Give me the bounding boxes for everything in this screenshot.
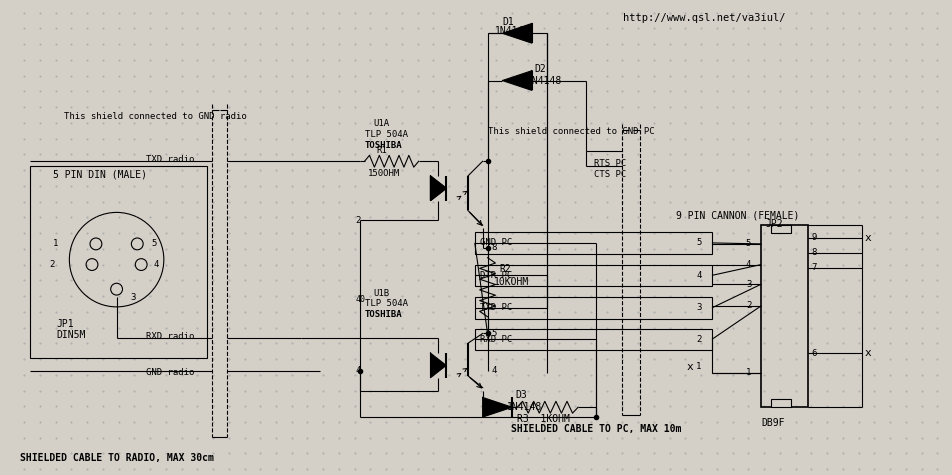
Polygon shape xyxy=(502,23,531,43)
Text: 4: 4 xyxy=(491,366,496,375)
Text: 8: 8 xyxy=(810,248,816,257)
Text: RXD radio: RXD radio xyxy=(146,332,194,341)
Text: 4: 4 xyxy=(153,260,158,269)
Text: 9: 9 xyxy=(810,234,816,243)
Bar xyxy=(474,232,711,254)
Text: TLP 504A: TLP 504A xyxy=(365,130,407,139)
Text: DB9F: DB9F xyxy=(761,418,783,428)
Polygon shape xyxy=(502,71,531,90)
Text: U1A: U1A xyxy=(373,119,389,128)
Text: TOSHIBA: TOSHIBA xyxy=(365,310,402,319)
Text: TLP 504A: TLP 504A xyxy=(365,299,407,308)
Text: 1N4148: 1N4148 xyxy=(494,26,529,37)
Text: R3  1KOHM: R3 1KOHM xyxy=(517,414,569,424)
Text: x: x xyxy=(685,362,692,372)
Bar xyxy=(30,166,207,358)
Bar xyxy=(761,225,807,407)
Text: RXD PC: RXD PC xyxy=(479,335,511,344)
Text: 10KOHM: 10KOHM xyxy=(493,277,528,287)
Polygon shape xyxy=(482,398,511,417)
Text: D2: D2 xyxy=(534,64,546,74)
Text: 4: 4 xyxy=(696,271,701,280)
Text: D1: D1 xyxy=(502,17,513,27)
Text: x: x xyxy=(863,348,870,358)
Text: RTS PC: RTS PC xyxy=(593,159,625,168)
Text: SHIELDED CABLE TO PC, MAX 10m: SHIELDED CABLE TO PC, MAX 10m xyxy=(510,424,681,434)
Text: 1N4148: 1N4148 xyxy=(526,76,562,86)
Text: JP1: JP1 xyxy=(56,319,74,329)
Text: 8: 8 xyxy=(491,243,496,252)
Text: DIN5M: DIN5M xyxy=(56,331,86,341)
Text: GND radio: GND radio xyxy=(146,368,194,377)
Text: 2: 2 xyxy=(355,216,361,225)
Text: 3: 3 xyxy=(745,280,750,289)
Text: 1N4148: 1N4148 xyxy=(506,402,542,412)
Text: TXD PC: TXD PC xyxy=(479,304,511,313)
Text: 4: 4 xyxy=(745,260,750,269)
Text: 2: 2 xyxy=(50,260,55,269)
Text: U1B: U1B xyxy=(373,289,389,298)
Text: 4: 4 xyxy=(355,366,361,375)
Text: 9 PIN CANNON (FEMALE): 9 PIN CANNON (FEMALE) xyxy=(676,210,799,220)
Polygon shape xyxy=(430,353,446,378)
Text: 1: 1 xyxy=(745,368,750,377)
Text: GND PC: GND PC xyxy=(479,238,511,247)
Text: 7: 7 xyxy=(810,263,816,272)
Text: 1: 1 xyxy=(52,239,58,248)
Text: 5: 5 xyxy=(491,329,496,338)
Text: D3: D3 xyxy=(515,390,526,400)
Bar xyxy=(770,399,790,407)
Text: TOSHIBA: TOSHIBA xyxy=(365,141,402,150)
Bar xyxy=(474,265,711,286)
Text: This shield connected to GND radio: This shield connected to GND radio xyxy=(65,113,247,122)
Text: 5: 5 xyxy=(150,239,156,248)
Text: 2: 2 xyxy=(745,302,750,310)
Text: SHIELDED CABLE TO RADIO, MAX 30cm: SHIELDED CABLE TO RADIO, MAX 30cm xyxy=(20,454,213,464)
Text: TXD radio: TXD radio xyxy=(146,155,194,164)
Bar xyxy=(474,329,711,350)
Text: 2: 2 xyxy=(696,335,701,344)
Text: 1: 1 xyxy=(696,362,701,371)
Text: 3: 3 xyxy=(696,304,701,313)
Text: 150OHM: 150OHM xyxy=(367,169,399,178)
Text: 6: 6 xyxy=(810,349,816,358)
Bar xyxy=(770,225,790,233)
Text: x: x xyxy=(863,233,870,243)
Text: DTR PC: DTR PC xyxy=(479,271,511,280)
Text: CTS PC: CTS PC xyxy=(593,170,625,179)
Text: R2: R2 xyxy=(499,265,510,275)
Text: This shield connected to GND PC: This shield connected to GND PC xyxy=(487,127,653,136)
Bar xyxy=(474,297,711,319)
Text: 3: 3 xyxy=(130,293,135,302)
Text: 5: 5 xyxy=(696,238,701,247)
Polygon shape xyxy=(430,176,446,200)
Text: 40: 40 xyxy=(355,294,366,304)
Text: http://www.qsl.net/va3iul/: http://www.qsl.net/va3iul/ xyxy=(623,12,785,23)
Text: R1: R1 xyxy=(376,146,387,155)
Text: 5: 5 xyxy=(745,239,750,248)
Text: 5 PIN DIN (MALE): 5 PIN DIN (MALE) xyxy=(52,169,147,179)
Text: JP2: JP2 xyxy=(764,219,782,229)
